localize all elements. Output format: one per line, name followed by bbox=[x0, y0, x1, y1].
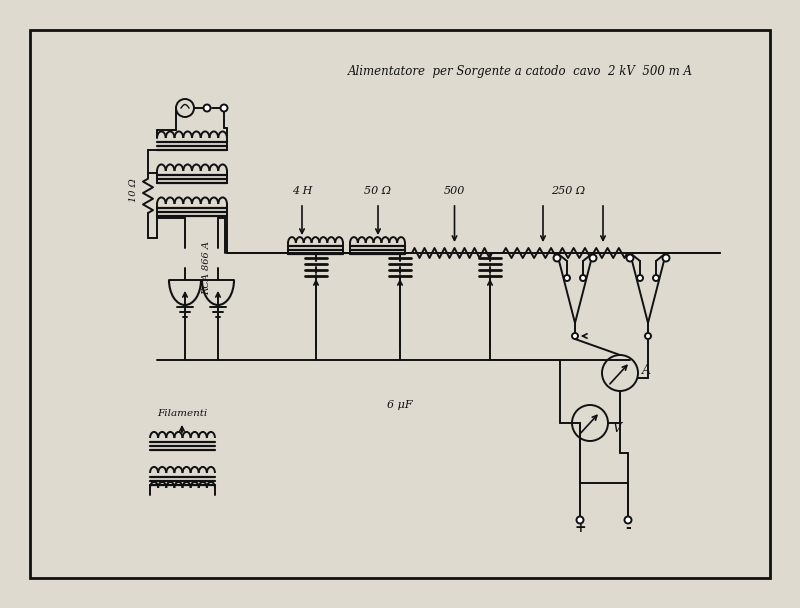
Text: V: V bbox=[612, 421, 621, 435]
Circle shape bbox=[625, 517, 631, 523]
Text: 250 Ω: 250 Ω bbox=[551, 186, 585, 196]
Text: Alimentatore  per Sorgente a catodo  cavo  2 kV  500 m A: Alimentatore per Sorgente a catodo cavo … bbox=[348, 64, 693, 77]
Text: A: A bbox=[642, 364, 651, 376]
Text: 4 H: 4 H bbox=[292, 186, 312, 196]
Circle shape bbox=[577, 517, 583, 523]
Circle shape bbox=[203, 105, 210, 111]
Text: RCA 866 A: RCA 866 A bbox=[202, 241, 211, 295]
Circle shape bbox=[580, 275, 586, 281]
Text: +: + bbox=[574, 521, 586, 535]
Circle shape bbox=[590, 255, 597, 261]
Text: 500: 500 bbox=[444, 186, 465, 196]
Circle shape bbox=[653, 275, 659, 281]
Circle shape bbox=[572, 333, 578, 339]
Circle shape bbox=[564, 275, 570, 281]
Circle shape bbox=[554, 255, 561, 261]
Text: Filamenti: Filamenti bbox=[157, 409, 207, 418]
Text: 6 μF: 6 μF bbox=[387, 400, 413, 410]
Text: -: - bbox=[625, 521, 631, 535]
Circle shape bbox=[637, 275, 643, 281]
Text: 50 Ω: 50 Ω bbox=[365, 186, 391, 196]
Circle shape bbox=[645, 333, 651, 339]
Text: 10 Ω: 10 Ω bbox=[130, 178, 138, 202]
Circle shape bbox=[662, 255, 670, 261]
Circle shape bbox=[221, 105, 227, 111]
Circle shape bbox=[626, 255, 634, 261]
